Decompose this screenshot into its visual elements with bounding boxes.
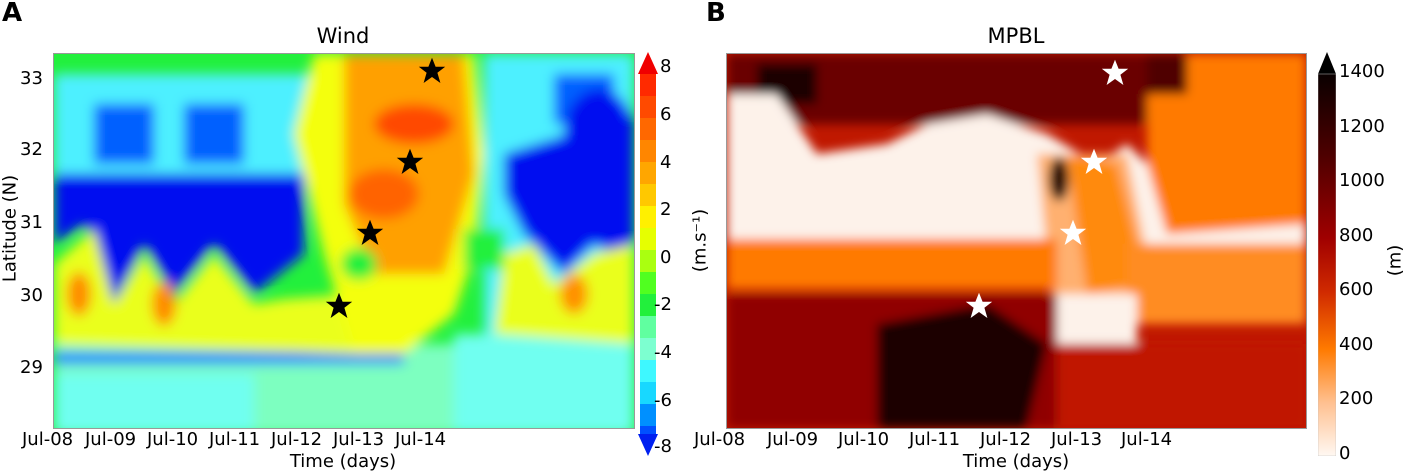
panel-a-xtick: Jul-14	[395, 429, 447, 450]
panel-a-cbar-tick: -8	[654, 436, 672, 457]
panel-b-xtick: Jul-09	[767, 429, 819, 450]
panel-b-xtick: Jul-11	[909, 429, 961, 450]
panel-a-cbar-tick: -6	[654, 390, 672, 411]
panel-a-cbar-label: (m.s⁻¹)	[689, 208, 711, 273]
panel-b-cbar-tick: 1200	[1339, 116, 1385, 137]
panel-b-plot	[726, 53, 1307, 429]
panel-a-xtick: Jul-08	[22, 429, 74, 450]
panel-a-xlabel: Time (days)	[289, 451, 397, 472]
panel-a-cbar-tick: 0	[660, 247, 672, 268]
panel-b-title: MPBL	[987, 24, 1045, 48]
panel-a-letter: A	[2, 0, 23, 28]
panel-b-cbar-tick: 1400	[1339, 61, 1385, 82]
panel-b-xtick: Jul-13	[1051, 429, 1103, 450]
panel-a-ytick: 29	[20, 357, 43, 378]
panel-b-cbar-tick: 0	[1339, 443, 1351, 464]
panel-b-xtick: Jul-08	[694, 429, 746, 450]
panel-a-ytick: 32	[20, 139, 43, 160]
panel-a-xtick: Jul-11	[209, 429, 261, 450]
panel-a-cbar-tick: -2	[654, 294, 672, 315]
panel-b-star-markers	[965, 59, 1129, 318]
panel-b-xtick: Jul-12	[980, 429, 1032, 450]
panel-a-cbar-tick: -4	[654, 342, 672, 363]
panel-b-cbar-tick: 200	[1339, 388, 1374, 409]
panel-b-xtick: Jul-10	[838, 429, 890, 450]
panel-a-cbar-tick: 8	[660, 56, 672, 77]
panel-b-cbar-tick: 1000	[1339, 170, 1385, 191]
panel-b-cbar-label: (m)	[1384, 244, 1406, 277]
panel-b-colorbar	[1317, 52, 1337, 457]
panel-b-cbar-tick: 400	[1339, 334, 1374, 355]
panel-a-ytick: 31	[20, 212, 43, 233]
panel-a-colorbar	[638, 52, 658, 456]
panel-a-cbar-tick: 2	[660, 199, 672, 220]
panel-a-title: Wind	[316, 24, 370, 48]
panel-a-xtick: Jul-13	[333, 429, 385, 450]
panel-b-cbar-tick: 800	[1339, 225, 1374, 246]
panel-a-ylabel: Latitude (N)	[0, 174, 21, 283]
panel-a-star-markers	[325, 57, 446, 318]
panel-a-xtick: Jul-12	[271, 429, 323, 450]
panel-a-plot	[53, 53, 635, 429]
panel-a-cbar-tick: 6	[660, 104, 672, 125]
panel-a-cbar-tick: 4	[660, 152, 672, 173]
panel-b-cbar-tick: 600	[1339, 279, 1374, 300]
panel-b-xlabel: Time (days)	[962, 451, 1070, 472]
panel-a-xtick: Jul-09	[85, 429, 137, 450]
panel-a-xtick: Jul-10	[147, 429, 199, 450]
panel-a-ytick: 30	[20, 285, 43, 306]
panel-b-xtick: Jul-14	[1121, 429, 1173, 450]
panel-b-letter: B	[706, 0, 726, 28]
panel-a-ytick: 33	[20, 68, 43, 89]
